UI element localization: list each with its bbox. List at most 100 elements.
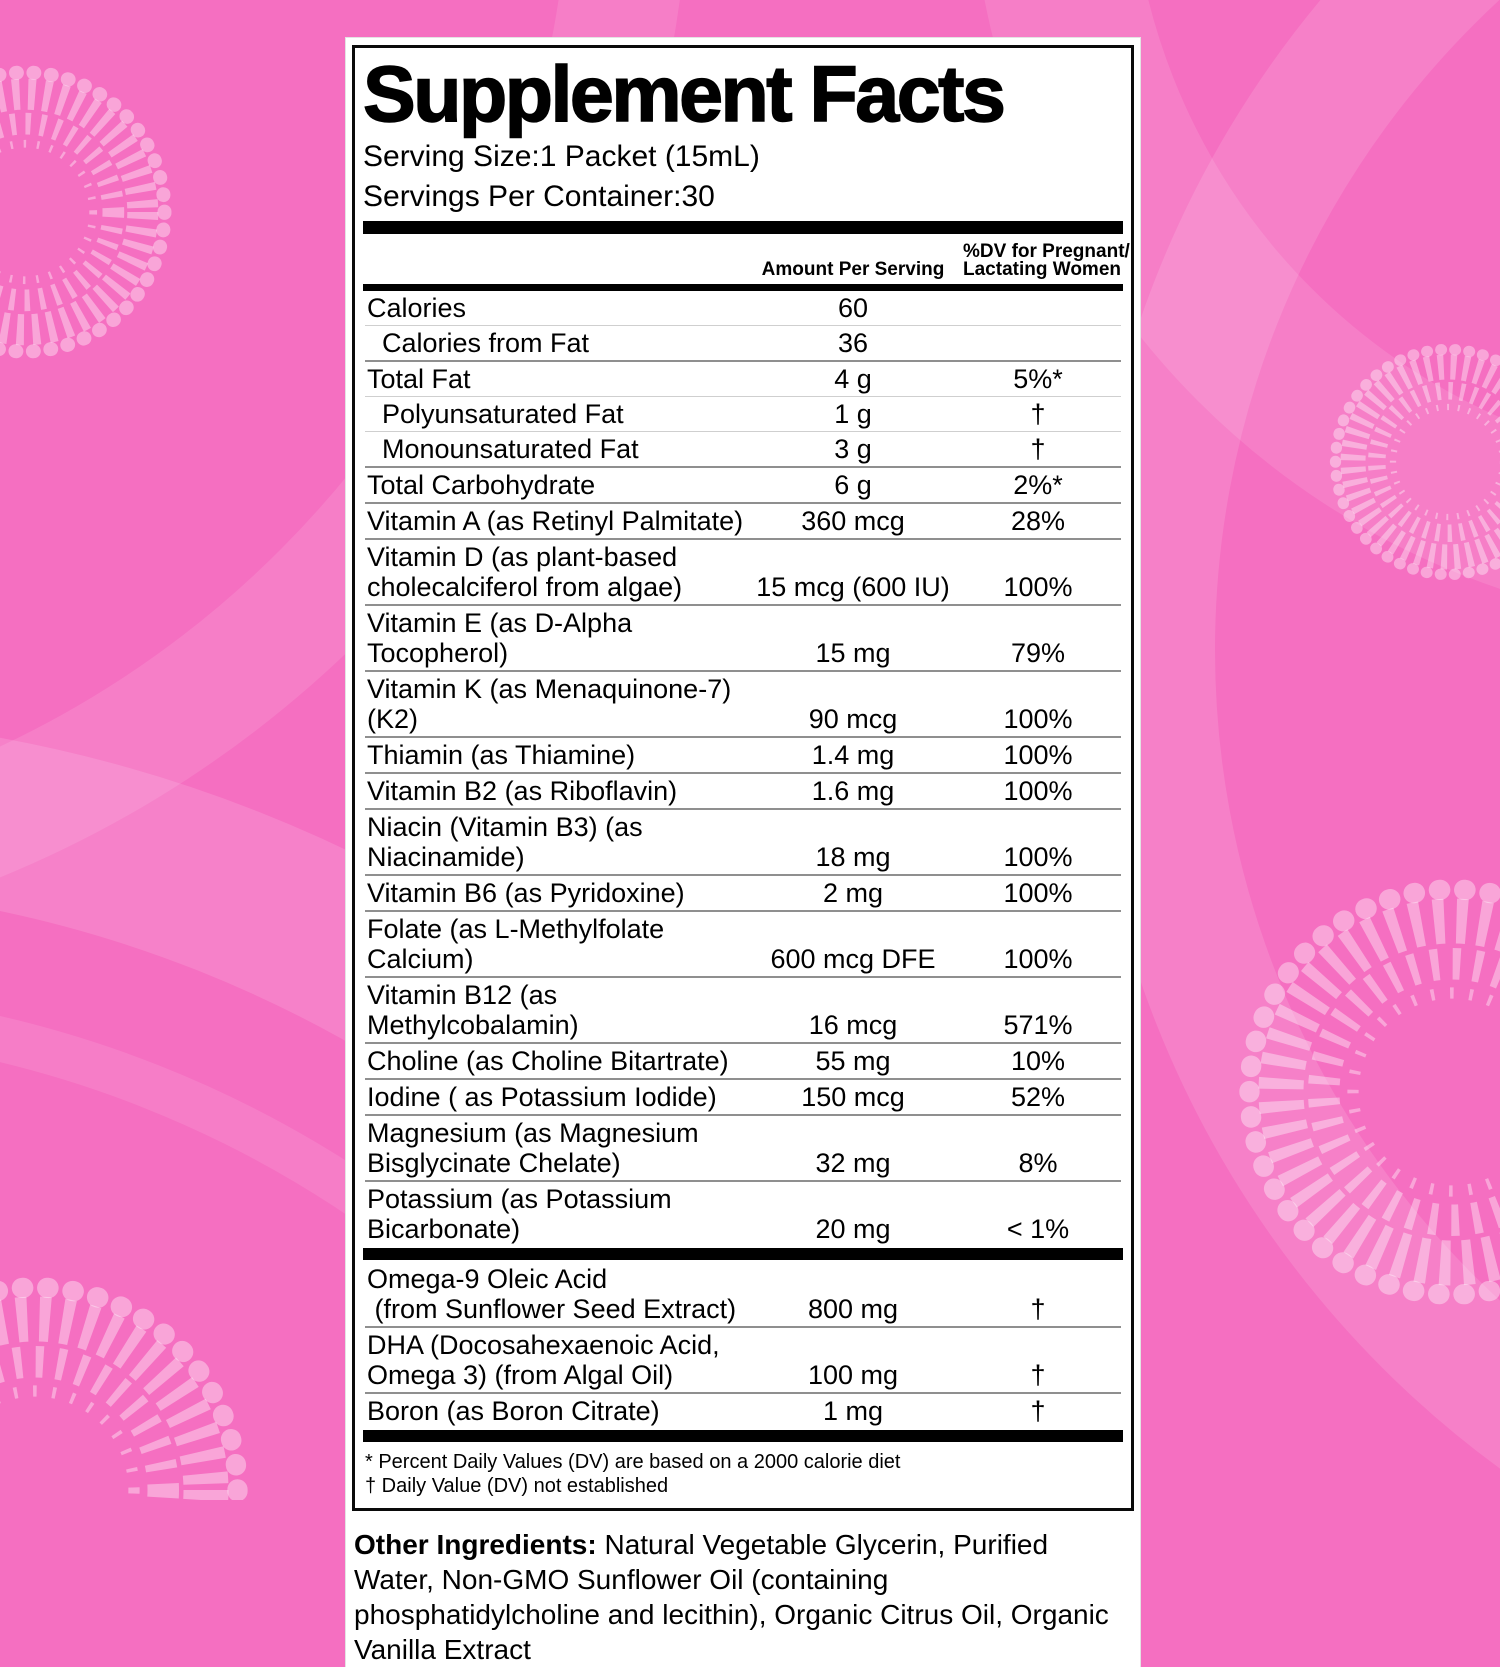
nutrient-name: Choline (as Choline Bitartrate) <box>367 1046 743 1076</box>
nutrient-amount: 90 mcg <box>743 704 963 734</box>
nutrient-name-line: Folate (as L-Methylfolate <box>367 914 743 944</box>
nutrient-dv: † <box>963 399 1113 429</box>
nutrient-name-line: Potassium (as Potassium <box>367 1184 743 1214</box>
serving-size: Serving Size:1 Packet (15mL) <box>363 139 1123 175</box>
nutrient-name-line: Bicarbonate) <box>367 1214 743 1244</box>
nutrient-name-line: Vitamin B12 (as <box>367 980 743 1010</box>
nutrient-name: Thiamin (as Thiamine) <box>367 740 743 770</box>
nutrient-dv: 28% <box>963 506 1113 536</box>
nutrient-amount: 800 mg <box>743 1294 963 1324</box>
column-header-dv: %DV for Pregnant/ Lactating Women <box>963 243 1113 279</box>
nutrient-name-line: Calories <box>367 293 743 323</box>
nutrient-name-line: Bisglycinate Chelate) <box>367 1148 743 1178</box>
nutrient-amount: 1.6 mg <box>743 776 963 806</box>
nutrient-dv: 8% <box>963 1148 1113 1178</box>
nutrient-name-line: Vitamin D (as plant-based <box>367 542 743 572</box>
nutrient-name-line: Choline (as Choline Bitartrate) <box>367 1046 743 1076</box>
nutrient-name-line: DHA (Docosahexaenoic Acid, <box>367 1330 743 1360</box>
nutrient-name: Vitamin B2 (as Riboflavin) <box>367 776 743 806</box>
nutrient-amount: 32 mg <box>743 1148 963 1178</box>
nutrient-name-line: Magnesium (as Magnesium <box>367 1118 743 1148</box>
nutrient-name: Boron (as Boron Citrate) <box>367 1396 743 1426</box>
nutrient-name: Total Fat <box>367 364 743 394</box>
nutrient-dv: < 1% <box>963 1214 1113 1244</box>
nutrient-name-line: Niacinamide) <box>367 842 743 872</box>
nutrient-amount: 36 <box>743 328 963 358</box>
nutrient-name-line: Niacin (Vitamin B3) (as <box>367 812 743 842</box>
nutrient-amount: 360 mcg <box>743 506 963 536</box>
nutrient-amount: 1.4 mg <box>743 740 963 770</box>
nutrient-name-line: Polyunsaturated Fat <box>382 399 743 429</box>
nutrient-dv: 2%* <box>963 470 1113 500</box>
nutrient-name: Monounsaturated Fat <box>367 434 743 464</box>
nutrient-name-line: Tocopherol) <box>367 638 743 668</box>
nutrient-dv: 79% <box>963 638 1113 668</box>
nutrient-name-line: Vitamin E (as D-Alpha <box>367 608 743 638</box>
nutrient-name-line: Methylcobalamin) <box>367 1010 743 1040</box>
nutrient-dv: † <box>963 1294 1113 1324</box>
nutrient-name-line: Thiamin (as Thiamine) <box>367 740 743 770</box>
footnotes: * Percent Daily Values (DV) are based on… <box>363 1444 1123 1502</box>
ribbon-band <box>1150 0 1500 1500</box>
lace-wheel-icon <box>0 73 165 352</box>
lace-wheel-icon <box>1336 350 1500 575</box>
nutrient-amount: 16 mcg <box>743 1010 963 1040</box>
nutrient-name-line: Vitamin B2 (as Riboflavin) <box>367 776 743 806</box>
nutrient-name: Calories <box>367 293 743 323</box>
nutrient-name: Polyunsaturated Fat <box>367 399 743 429</box>
nutrient-name-line: (from Sunflower Seed Extract) <box>367 1294 743 1324</box>
nutrient-name-line: Vitamin B6 (as Pyridoxine) <box>367 878 743 908</box>
supplement-facts-panel: Supplement Facts Serving Size:1 Packet (… <box>346 38 1140 1667</box>
page: { "colors": { "background": "#f56fc1", "… <box>0 0 1500 1500</box>
nutrient-name: Vitamin B6 (as Pyridoxine) <box>367 878 743 908</box>
nutrient-dv: 571% <box>963 1010 1113 1040</box>
nutrient-name: Vitamin K (as Menaquinone-7)(K2) <box>367 674 743 734</box>
nutrient-amount: 1 mg <box>743 1396 963 1426</box>
nutrient-amount: 2 mg <box>743 878 963 908</box>
nutrient-amount: 150 mcg <box>743 1082 963 1112</box>
nutrient-name-line: Calcium) <box>367 944 743 974</box>
nutrient-dv: † <box>963 434 1113 464</box>
nutrient-name-line: Iodine ( as Potassium Iodide) <box>367 1082 743 1112</box>
nutrient-name-line: Vitamin A (as Retinyl Palmitate) <box>367 506 743 536</box>
nutrient-amount: 600 mcg DFE <box>743 944 963 974</box>
nutrient-dv: 100% <box>963 572 1113 602</box>
nutrient-row: DHA (Docosahexaenoic Acid,Omega 3) (from… <box>363 1328 1123 1392</box>
nutrient-row: Boron (as Boron Citrate)1 mg† <box>363 1394 1123 1428</box>
nutrient-name-line: cholecalciferol from algae) <box>367 572 743 602</box>
nutrient-amount: 15 mcg (600 IU) <box>743 572 963 602</box>
nutrient-name-line: Total Carbohydrate <box>367 470 743 500</box>
nutrient-name-line: Calories from Fat <box>382 328 743 358</box>
nutrient-amount: 20 mg <box>743 1214 963 1244</box>
supplement-facts-table: Supplement Facts Serving Size:1 Packet (… <box>352 45 1134 1511</box>
divider-bar <box>363 1248 1123 1260</box>
divider-bar <box>363 1430 1123 1442</box>
nutrient-name: Vitamin A (as Retinyl Palmitate) <box>367 506 743 536</box>
nutrient-dv: 100% <box>963 740 1113 770</box>
column-header-dv-line2: Lactating Women <box>963 261 1113 279</box>
nutrient-amount: 18 mg <box>743 842 963 872</box>
nutrient-row: Omega-9 Oleic Acid (from Sunflower Seed … <box>363 1262 1123 1326</box>
nutrient-name: Total Carbohydrate <box>367 470 743 500</box>
nutrient-name-line: Omega-9 Oleic Acid <box>367 1264 743 1294</box>
nutrient-name-line: (K2) <box>367 704 743 734</box>
nutrient-amount: 6 g <box>743 470 963 500</box>
nutrient-name: Calories from Fat <box>367 328 743 358</box>
nutrient-dv: † <box>963 1396 1113 1426</box>
